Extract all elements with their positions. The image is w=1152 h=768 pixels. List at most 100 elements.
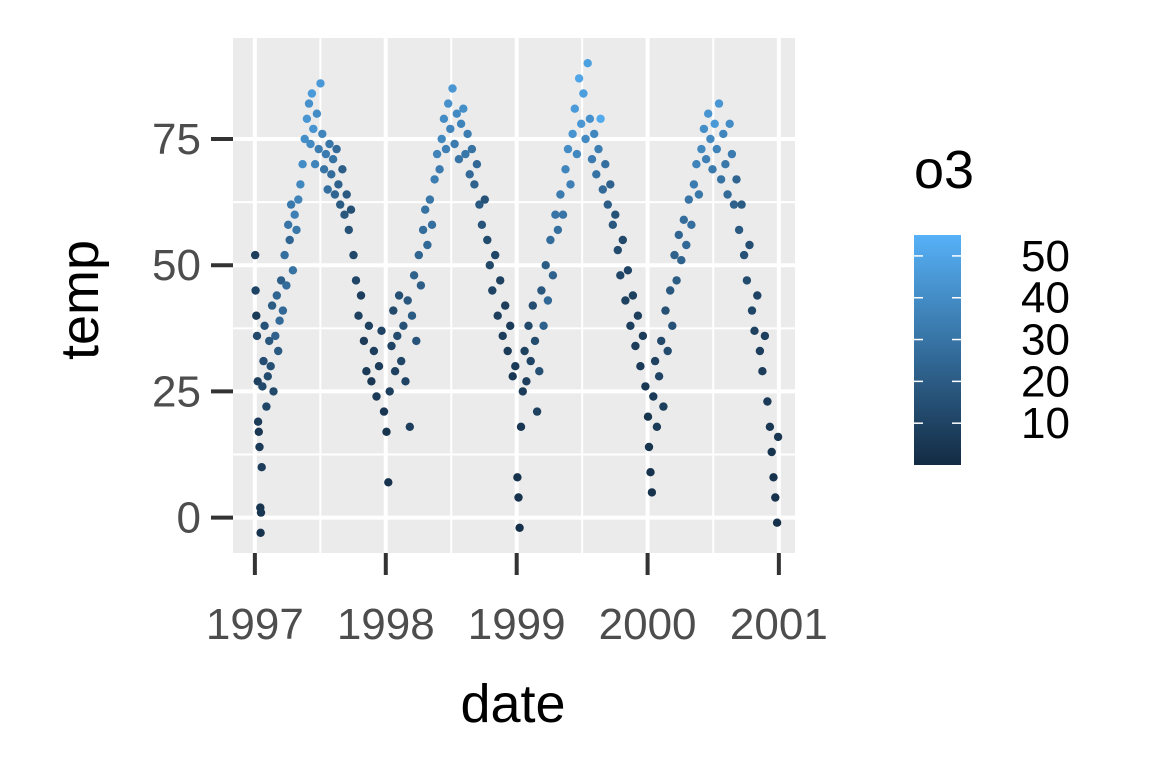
data-point <box>719 129 728 139</box>
data-point <box>382 427 391 436</box>
data-point <box>682 240 691 250</box>
data-point <box>579 89 588 98</box>
data-point <box>254 427 263 436</box>
data-point <box>257 463 266 472</box>
data-point <box>480 195 489 204</box>
data-point <box>657 336 666 346</box>
data-point <box>618 235 627 245</box>
data-point <box>621 296 630 305</box>
data-point <box>472 160 482 169</box>
data-point <box>332 144 341 154</box>
data-point <box>601 160 610 169</box>
data-point <box>765 422 775 431</box>
data-point <box>701 155 711 164</box>
x-tick-label: 2000 <box>599 600 697 649</box>
data-point <box>771 493 780 502</box>
data-point <box>446 124 455 134</box>
data-point <box>483 235 492 245</box>
data-point <box>641 382 650 391</box>
x-axis-title: date <box>460 674 565 734</box>
y-tick-label: 25 <box>152 367 201 416</box>
data-point <box>503 346 512 356</box>
data-point <box>563 144 573 154</box>
data-point <box>611 210 620 219</box>
data-point <box>379 407 389 416</box>
data-point <box>520 346 529 356</box>
data-point <box>672 276 681 285</box>
data-point <box>454 155 464 164</box>
data-point <box>340 210 349 219</box>
data-point <box>553 225 563 235</box>
data-point <box>328 155 338 164</box>
data-point <box>292 225 301 235</box>
data-point <box>679 215 688 224</box>
data-point <box>532 407 542 416</box>
data-point <box>319 165 329 174</box>
data-point <box>518 387 527 396</box>
data-point <box>750 326 759 335</box>
data-point <box>689 180 699 189</box>
data-point <box>387 341 396 351</box>
data-point <box>687 220 696 229</box>
data-point <box>528 301 537 310</box>
data-point <box>397 356 406 366</box>
data-point <box>271 331 280 341</box>
data-point <box>661 306 670 315</box>
data-point <box>773 432 783 442</box>
data-point <box>459 104 468 113</box>
data-point <box>577 119 586 128</box>
data-point <box>437 134 446 144</box>
data-point <box>592 170 601 179</box>
data-point <box>539 321 548 330</box>
data-point <box>712 144 721 154</box>
data-point <box>265 336 274 346</box>
data-point <box>585 114 595 124</box>
data-point <box>296 180 305 189</box>
data-point <box>568 129 577 139</box>
data-point <box>572 149 582 159</box>
data-point <box>330 190 340 199</box>
data-point <box>354 311 363 320</box>
data-point <box>318 129 327 139</box>
data-point <box>727 149 737 159</box>
data-point <box>260 321 269 330</box>
data-point <box>298 160 307 169</box>
data-point <box>623 266 633 275</box>
data-point <box>633 311 643 320</box>
data-point <box>467 144 477 154</box>
data-point <box>739 250 749 260</box>
data-point <box>336 200 345 209</box>
data-point <box>732 175 741 184</box>
y-tick-label: 75 <box>152 115 201 164</box>
data-point <box>450 139 459 149</box>
data-point <box>304 99 314 108</box>
data-point <box>306 139 315 149</box>
data-point <box>263 372 272 381</box>
data-point <box>401 377 410 386</box>
data-point <box>508 372 517 381</box>
data-point <box>393 331 402 341</box>
data-point <box>514 493 523 502</box>
data-point <box>470 180 479 189</box>
y-tick-label: 0 <box>177 494 201 543</box>
data-point <box>628 291 638 300</box>
data-point <box>284 220 293 229</box>
data-point <box>767 447 776 457</box>
data-point <box>638 331 648 341</box>
data-point <box>349 250 358 260</box>
data-point <box>276 276 286 285</box>
data-point <box>649 392 658 401</box>
data-point <box>425 195 435 204</box>
data-point <box>556 190 565 199</box>
data-point <box>729 200 739 209</box>
data-point <box>321 149 331 159</box>
data-point <box>666 286 675 295</box>
data-point <box>570 104 579 113</box>
data-point <box>522 377 531 386</box>
data-point <box>309 124 318 134</box>
axes: 0 25 50 75 1997 1998 1999 2000 2001 <box>152 115 828 649</box>
data-point <box>256 528 265 537</box>
data-point <box>543 296 553 305</box>
data-point <box>524 321 533 330</box>
